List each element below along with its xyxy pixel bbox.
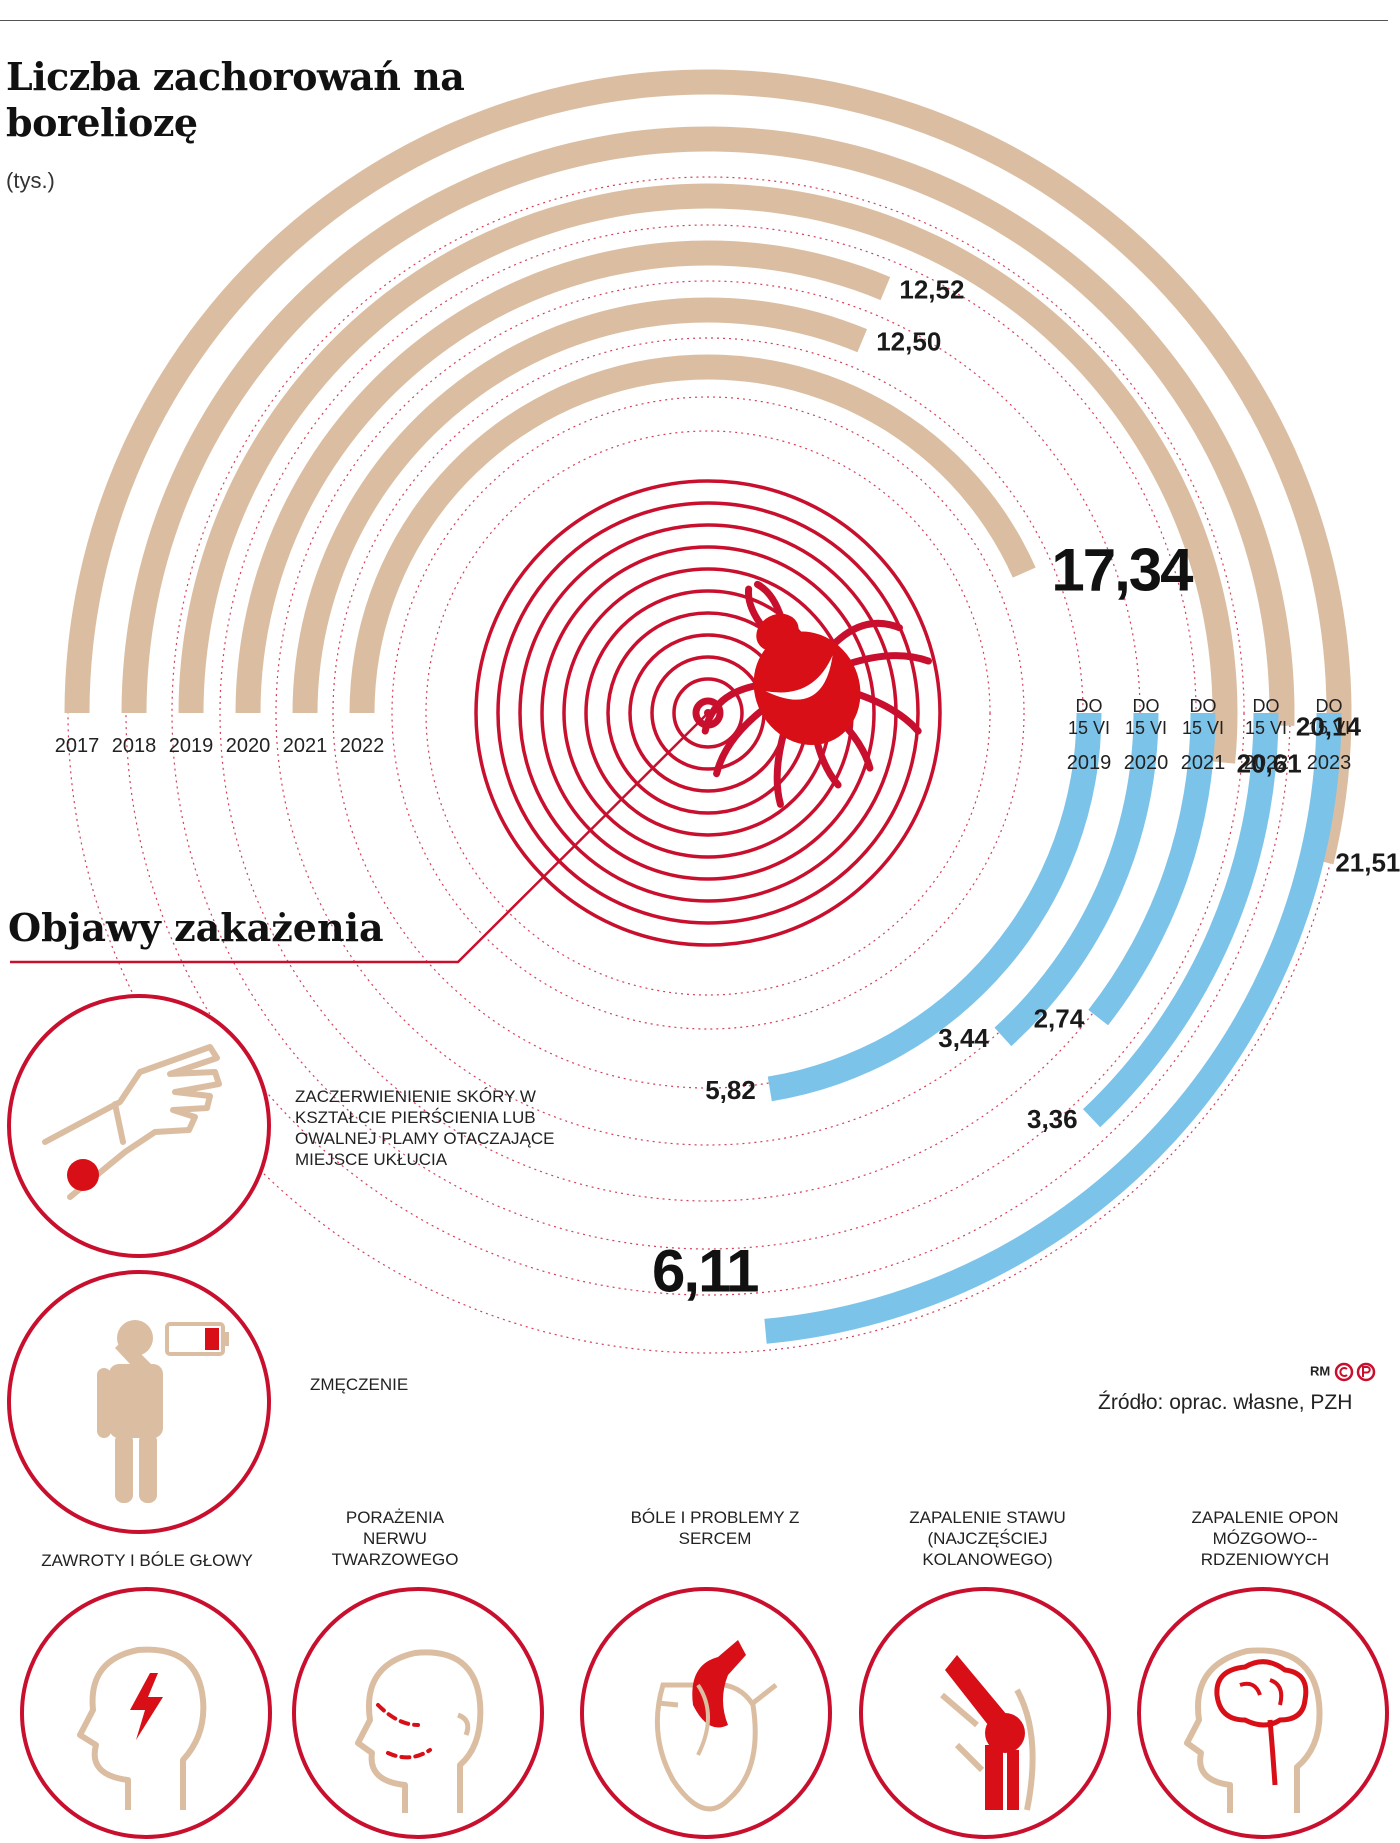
value-label-2018: 20,14 <box>1296 712 1362 742</box>
bar-partial-2022 <box>1083 713 1279 1128</box>
guide-ring <box>391 396 1025 1030</box>
guide-ring <box>171 176 1245 1250</box>
target-ring <box>496 501 920 925</box>
year-label-2018: 2018 <box>112 735 157 757</box>
year-label-2017: 2017 <box>55 735 100 757</box>
bar-2020 <box>235 240 891 713</box>
series-label: DO <box>1190 696 1217 716</box>
tired-person-icon <box>7 1270 271 1534</box>
series-label: 15 VI <box>1068 718 1110 738</box>
series-label: DO <box>1076 696 1103 716</box>
source-note: Źródło: oprac. własne, PZH <box>1098 1391 1353 1414</box>
year-label-partial-2021: 2021 <box>1181 752 1226 774</box>
symptoms-title: Objawy zakażenia <box>8 905 384 950</box>
bar-2021 <box>292 297 868 713</box>
value-label-2017: 21,51 <box>1335 847 1400 877</box>
year-label-2020: 2020 <box>226 735 271 757</box>
value-label-partial-2023: 6,11 <box>652 1237 758 1304</box>
series-label: 15 VI <box>1245 718 1287 738</box>
guide-ring <box>425 430 991 996</box>
year-label-2021: 2021 <box>283 735 328 757</box>
year-label-partial-2023: 2023 <box>1307 752 1352 774</box>
value-label-partial-2021: 2,74 <box>1034 1004 1085 1034</box>
series-label: DO <box>1253 696 1280 716</box>
year-label-partial-2019: 2019 <box>1067 752 1112 774</box>
tick-icon <box>701 580 932 808</box>
bar-partial-2023 <box>764 713 1342 1344</box>
year-label-2019: 2019 <box>169 735 214 757</box>
series-label: DO <box>1133 696 1160 716</box>
series-label: DO <box>1316 696 1343 716</box>
knee-icon <box>859 1587 1111 1839</box>
target-ring <box>474 479 942 947</box>
top-rule <box>0 20 1388 21</box>
credit-label: RM <box>1310 1362 1378 1382</box>
symptom-headache-text: ZAWROTY I BÓLE GŁOWY <box>41 1551 253 1570</box>
annual-bars <box>64 69 1352 865</box>
chart-title: Liczba zachorowań na boreliozę <box>6 54 465 145</box>
symptom-fatigue-text: ZMĘCZENIE <box>310 1375 409 1394</box>
series-label: 15 VI <box>1125 718 1167 738</box>
year-label-partial-2020: 2020 <box>1124 752 1169 774</box>
value-label-partial-2022: 3,36 <box>1027 1104 1078 1134</box>
bar-partial-2020 <box>994 713 1159 1047</box>
brain-icon <box>1137 1587 1389 1839</box>
value-label-2021: 12,50 <box>876 327 941 357</box>
symptom-heart-text: BÓLE I PROBLEMY Z SERCEM <box>630 1508 800 1548</box>
target-ring <box>540 545 876 881</box>
symptom-skin-text: ZACZERWIENIENIE SKÓRY W KSZTAŁCIE PIERŚC… <box>295 1087 555 1169</box>
unit-label: (tys.) <box>6 168 55 193</box>
face-nerve-icon <box>292 1587 544 1839</box>
partial-bars <box>764 713 1342 1344</box>
series-label: 15 VI <box>1182 718 1224 738</box>
hand-rash-icon <box>7 994 271 1258</box>
year-label-partial-2022: 2022 <box>1244 752 1289 774</box>
series-label: 15 VI <box>1308 718 1350 738</box>
value-label-2020: 12,52 <box>899 275 964 305</box>
value-label-2019: 20,61 <box>1237 748 1302 778</box>
heart-icon <box>580 1587 832 1839</box>
symptom-meningitis-text: ZAPALENIE OPON MÓZGOWO--RDZENIOWYCH <box>1191 1508 1339 1569</box>
symptom-facial-text: PORAŻENIA NERWU TWARZOWEGO <box>331 1508 459 1569</box>
bar-partial-2021 <box>1088 713 1216 1026</box>
pointer-line <box>10 712 709 964</box>
value-label-partial-2019: 5,82 <box>705 1075 756 1105</box>
chart-labels: 2017 21,51 2018 20,14 2019 20,61 2020 12,52 2021… <box>55 275 1400 1305</box>
bar-partial-2019 <box>767 713 1102 1102</box>
value-label-2022: 17,34 <box>1051 537 1194 604</box>
cc-logo-icon <box>1334 1362 1376 1382</box>
symptom-joint-text: ZAPALENIE STAWU (NAJCZĘŚCIEJ KOLANOWEGO) <box>909 1508 1066 1569</box>
year-label-2022: 2022 <box>340 735 385 757</box>
head-lightning-icon <box>20 1587 272 1839</box>
target-ring <box>672 677 744 749</box>
value-label-partial-2020: 3,44 <box>938 1023 989 1053</box>
